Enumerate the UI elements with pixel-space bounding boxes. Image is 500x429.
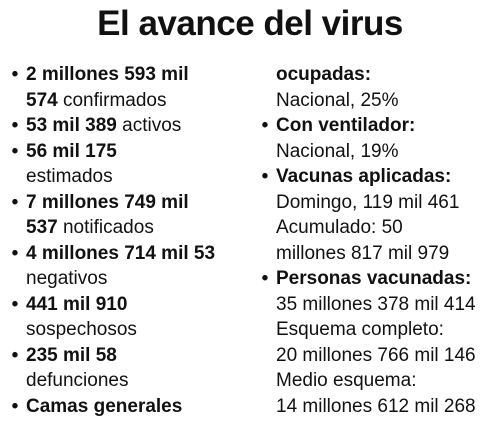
bullet-icon: • — [261, 115, 269, 136]
bullet-icon: • — [11, 115, 19, 136]
stat-activos: • 53 mil 389 activos — [8, 113, 248, 139]
stat-value: 4 millones 714 mil 53 — [26, 242, 216, 264]
stat-label: negativos — [26, 268, 108, 289]
stat-label: sospechosos — [26, 319, 137, 340]
bullet-icon: • — [11, 344, 19, 366]
stat-value: 441 mil 910 — [26, 293, 128, 315]
stat-label: estimados — [26, 166, 113, 187]
stat-value-cont: 537 — [26, 217, 58, 238]
stat-camas-generales: • Camas generales — [8, 394, 248, 420]
stat-value: 2 millones 593 mil — [26, 64, 189, 85]
stat-negativos: • 4 millones 714 mil 53 negativos — [8, 241, 248, 292]
stat-label: activos — [122, 115, 182, 136]
stat-value: 14 millones 612 mil 268 — [276, 395, 476, 417]
bullet-icon: • — [11, 191, 19, 213]
stat-label: Vacunas aplicadas: — [276, 166, 452, 187]
stat-value: 7 millones 749 mil — [26, 191, 189, 213]
bullet-icon: • — [11, 242, 19, 264]
stat-label: confirmados — [62, 89, 167, 111]
stat-personas-vacunadas: • Personas vacunadas: 35 millones 378 mi… — [258, 266, 498, 419]
stat-label: Camas generales — [26, 395, 183, 417]
stat-label: Personas vacunadas: — [276, 268, 472, 289]
stat-value: Acumulado: 50 — [276, 217, 403, 238]
bullet-icon: • — [11, 395, 19, 417]
stat-value: 35 millones 378 mil 414 — [276, 293, 476, 315]
bullet-icon: • — [11, 293, 19, 315]
bullet-icon: • — [11, 64, 19, 85]
left-column: • 2 millones 593 mil 574 confirmados • 5… — [8, 62, 248, 419]
stat-value: Nacional, 19% — [276, 140, 399, 162]
bullet-icon: • — [11, 140, 19, 162]
stat-vacunas-aplicadas: • Vacunas aplicadas: Domingo, 119 mil 46… — [258, 164, 498, 266]
stat-value: 53 mil 389 — [26, 115, 117, 136]
stat-value: Nacional, 25% — [276, 89, 399, 111]
stat-notificados: • 7 millones 749 mil 537 notificados — [8, 190, 248, 241]
bullet-icon: • — [261, 268, 269, 289]
stat-label: notificados — [62, 217, 154, 238]
stat-value: 20 millones 766 mil 146 — [276, 344, 476, 366]
stat-confirmados: • 2 millones 593 mil 574 confirmados — [8, 62, 248, 113]
stat-defunciones: • 235 mil 58 defunciones — [8, 343, 248, 394]
stat-value: millones 817 mil 979 — [276, 242, 450, 264]
stat-label: ocupadas: — [276, 64, 372, 85]
stat-value: 235 mil 58 — [26, 344, 117, 366]
stat-camas-ocupadas: ocupadas: Nacional, 25% — [258, 62, 498, 113]
stat-label: defunciones — [26, 370, 129, 391]
stat-estimados: • 56 mil 175 estimados — [8, 139, 248, 190]
stat-value: 56 mil 175 — [26, 140, 117, 162]
stat-label: Con ventilador: — [276, 115, 416, 136]
stat-label: Medio esquema: — [276, 370, 417, 391]
stat-label: Esquema completo: — [276, 319, 444, 340]
stat-sospechosos: • 441 mil 910 sospechosos — [8, 292, 248, 343]
headline-title: El avance del virus — [97, 4, 403, 43]
stat-value: Domingo, 119 mil 461 — [276, 191, 460, 213]
right-column: ocupadas: Nacional, 25% • Con ventilador… — [258, 62, 498, 419]
stat-ventilador: • Con ventilador: Nacional, 19% — [258, 113, 498, 164]
stat-value-cont: 574 — [26, 89, 58, 111]
bullet-icon: • — [261, 166, 269, 187]
